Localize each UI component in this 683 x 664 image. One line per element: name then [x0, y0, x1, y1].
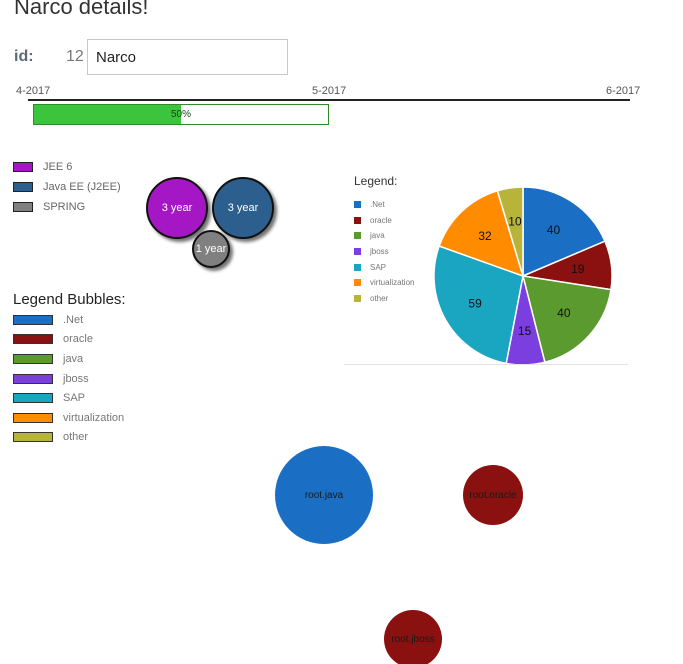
- pie-legend-label: SAP: [370, 262, 387, 272]
- legend-bubbles-swatch: [13, 432, 53, 443]
- pie-legend-label: oracle: [370, 215, 392, 225]
- pie-value-label: 15: [518, 324, 532, 338]
- root-bubble-jboss[interactable]: root.jboss: [384, 610, 442, 664]
- progress-label: 50%: [170, 109, 191, 120]
- legend-bubbles-label: oracle: [63, 333, 93, 346]
- root-bubble-oracle[interactable]: root.oracle: [463, 465, 523, 525]
- pie-slice-net[interactable]: [522, 186, 606, 278]
- name-input[interactable]: [87, 39, 288, 75]
- skill-legend-item: Java EE (J2EE): [13, 177, 121, 197]
- timeline-end-label: 6-2017: [606, 85, 641, 97]
- pie-value-label: 10: [508, 214, 522, 228]
- pie-legend-label: other: [370, 293, 389, 303]
- legend-bubbles-label: java: [63, 352, 84, 365]
- skill-legend-item: JEE 6: [13, 157, 121, 177]
- skill-label: Java EE (J2EE): [43, 181, 121, 193]
- legend-bubbles-item: virtualization: [13, 408, 124, 428]
- pie-slice-java[interactable]: [521, 275, 612, 364]
- pie-slice-other[interactable]: [496, 186, 524, 277]
- timeline-mid-label: 5-2017: [312, 85, 347, 97]
- pie-value-label: 19: [571, 262, 585, 276]
- skill-label: JEE 6: [43, 161, 73, 173]
- legend-bubbles-label: other: [63, 431, 89, 444]
- pie-legend-label: jboss: [370, 247, 389, 257]
- pie-legend: .Net oracle java jboss SAP virtualizatio…: [354, 197, 414, 306]
- root-bubble-java[interactable]: root.java: [275, 446, 373, 544]
- pie-legend-title: Legend:: [354, 174, 398, 188]
- id-label: id:: [14, 48, 34, 65]
- skill-swatch: [13, 202, 33, 212]
- pie-legend-item[interactable]: jboss: [354, 244, 414, 260]
- pie-chart: 40 19 40 15 59 32 10: [433, 186, 613, 366]
- pie-legend-item[interactable]: virtualization: [354, 275, 414, 291]
- pie-legend-label: .Net: [370, 200, 385, 210]
- legend-bubbles-item: other: [13, 428, 124, 448]
- legend-bubbles-list: .Net oracle java jboss SAP virtualizatio…: [13, 310, 124, 447]
- legend-bubbles-swatch: [13, 334, 53, 345]
- skill-bubble-spring[interactable]: 1 year: [192, 230, 230, 268]
- pie-legend-item[interactable]: oracle: [354, 213, 414, 229]
- skill-bubble-javaee[interactable]: 3 year: [212, 177, 274, 239]
- legend-bubbles-label: jboss: [63, 372, 89, 385]
- skill-swatch: [13, 162, 33, 172]
- legend-bubbles-item: jboss: [13, 369, 124, 389]
- pie-legend-item[interactable]: java: [354, 228, 414, 244]
- pie-legend-item[interactable]: other: [354, 291, 414, 307]
- legend-bubbles-label: .Net: [63, 313, 84, 326]
- pie-divider: [344, 364, 628, 365]
- pie-legend-swatch: [354, 294, 361, 302]
- pie-legend-swatch: [354, 248, 361, 256]
- id-value: 12: [66, 48, 84, 65]
- legend-bubbles-item: .Net: [13, 310, 124, 330]
- legend-bubbles-title: Legend Bubbles:: [13, 291, 126, 308]
- legend-bubbles-label: virtualization: [63, 411, 125, 424]
- pie-legend-label: java: [370, 231, 385, 241]
- pie-value-label: 32: [478, 229, 492, 243]
- pie-legend-swatch: [354, 263, 361, 271]
- pie-legend-swatch: [354, 216, 361, 224]
- pie-slice-virtualization[interactable]: [438, 189, 525, 278]
- pie-value-label: 59: [468, 296, 482, 310]
- skill-legend: JEE 6 Java EE (J2EE) SPRING: [13, 157, 121, 217]
- progress-fill: [34, 105, 181, 124]
- legend-bubbles-swatch: [13, 314, 53, 325]
- pie-legend-swatch: [354, 201, 361, 209]
- legend-bubbles-item: java: [13, 349, 124, 369]
- legend-bubbles-swatch: [13, 353, 53, 364]
- legend-bubbles-swatch: [13, 393, 53, 404]
- skill-bubble-jee6[interactable]: 3 year: [146, 177, 208, 239]
- timeline-start-label: 4-2017: [16, 85, 51, 97]
- pie-legend-label: virtualization: [370, 278, 415, 288]
- legend-bubbles-item: SAP: [13, 388, 124, 408]
- pie-value-label: 40: [547, 223, 561, 237]
- skill-legend-item: SPRING: [13, 197, 121, 217]
- legend-bubbles-swatch: [13, 412, 53, 423]
- progress-bar: 50%: [33, 104, 329, 125]
- legend-bubbles-item: oracle: [13, 330, 124, 350]
- skill-swatch: [13, 182, 33, 192]
- skill-label: SPRING: [43, 201, 86, 213]
- page-title: Narco details!: [14, 0, 149, 19]
- timeline-axis: [28, 99, 630, 101]
- pie-slice-sap[interactable]: [433, 245, 524, 365]
- legend-bubbles-label: SAP: [63, 392, 86, 405]
- pie-legend-swatch: [354, 232, 361, 240]
- pie-legend-item[interactable]: SAP: [354, 259, 414, 275]
- pie-value-label: 40: [557, 306, 571, 320]
- pie-legend-swatch: [354, 279, 361, 287]
- pie-legend-item[interactable]: .Net: [354, 197, 414, 213]
- legend-bubbles-swatch: [13, 373, 53, 384]
